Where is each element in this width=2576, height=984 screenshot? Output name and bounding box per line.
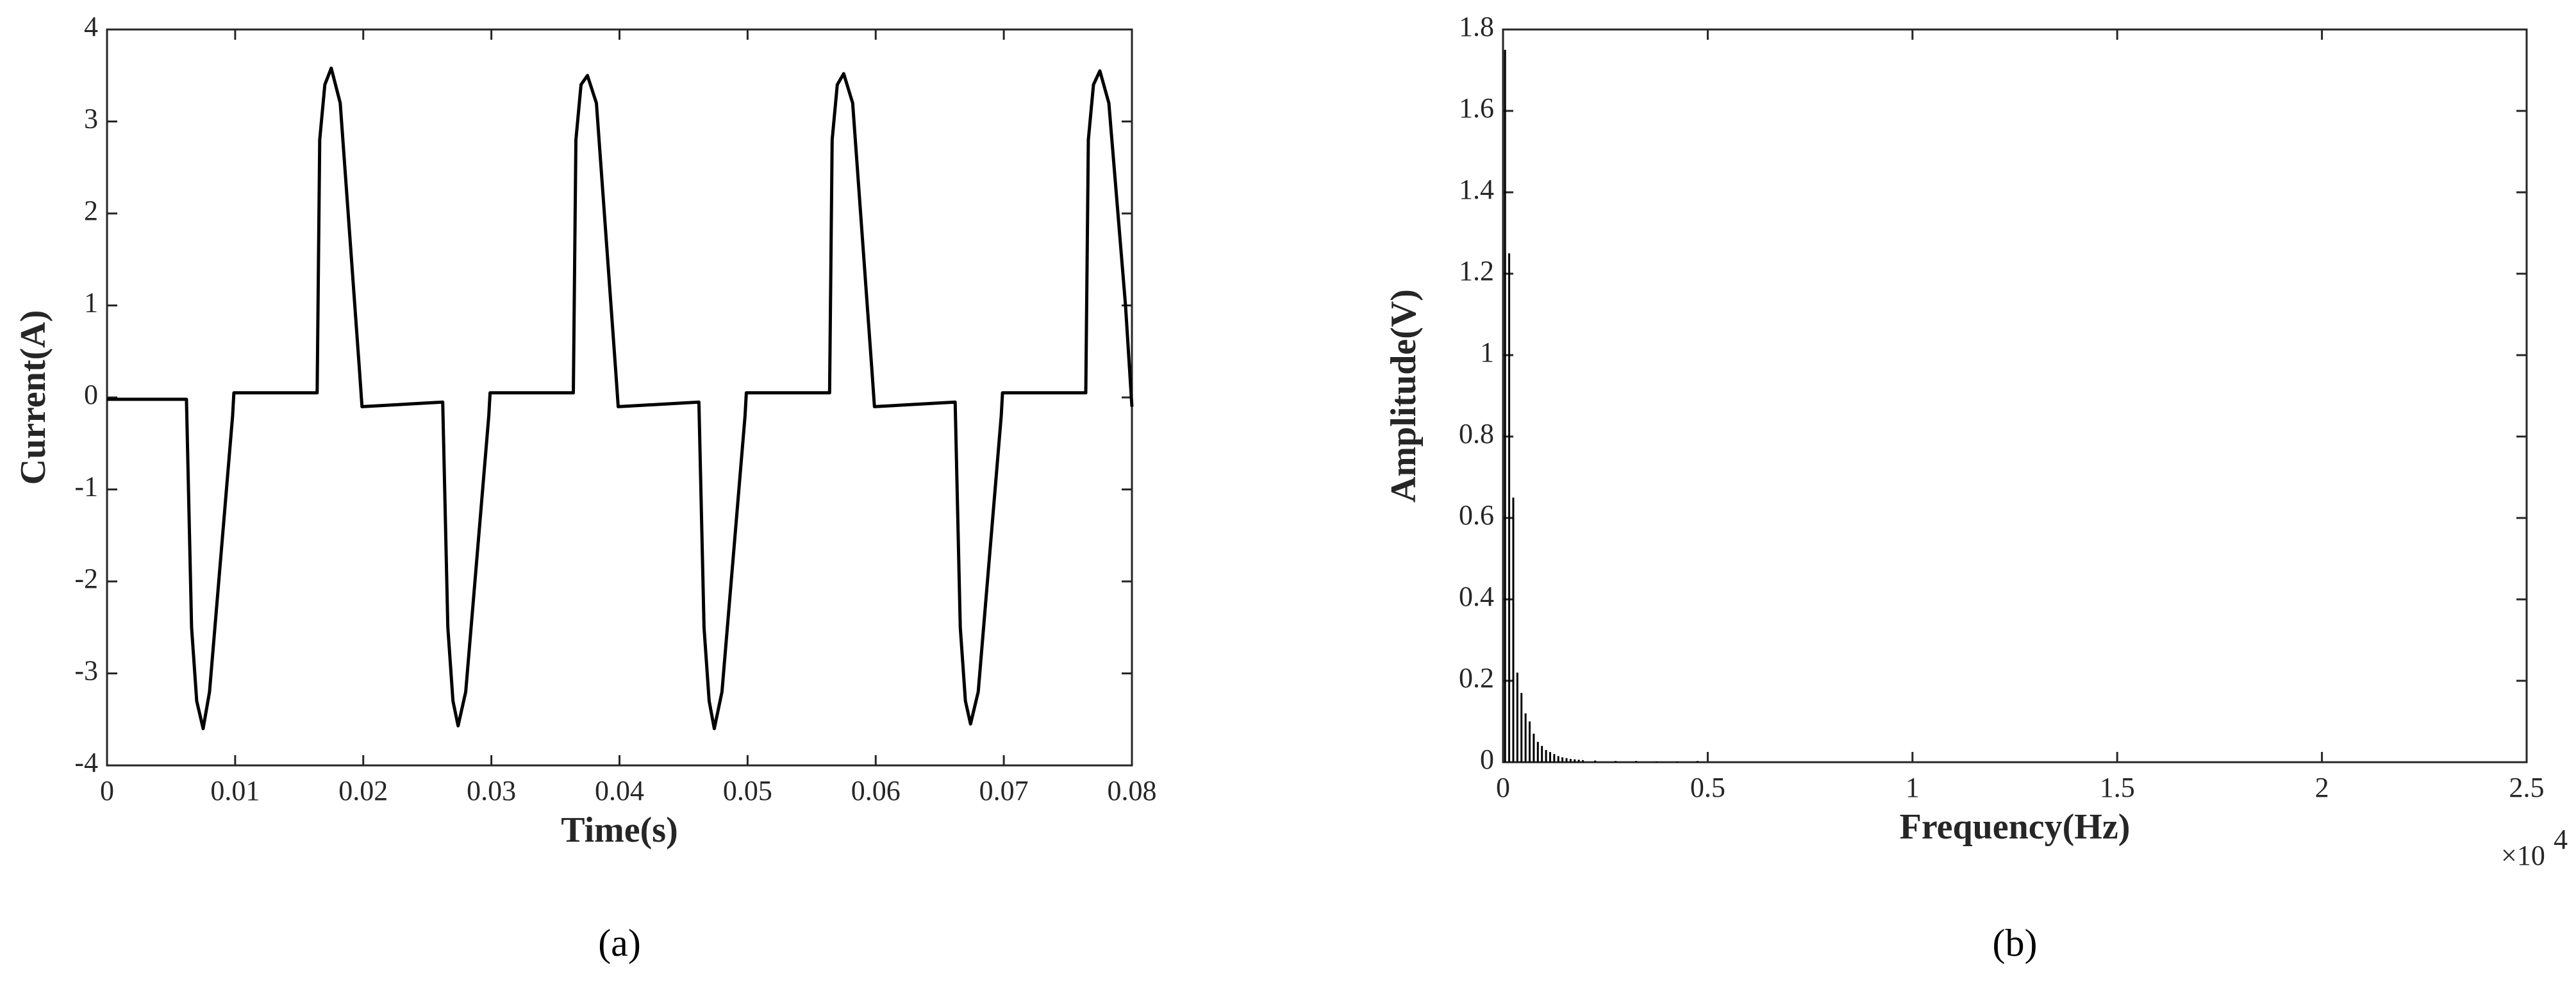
- x-multiplier: ×10: [2501, 840, 2545, 871]
- y-axis-label: Current(A): [13, 310, 53, 485]
- x-tick-label: 0.5: [1690, 772, 1725, 803]
- subplot: 0 0.5 1 1.5 2 2.5 0 0.2 0.4 0.6 0.8 1 1.2 1.4 1.6 1.8 Fr…: [1384, 11, 2568, 964]
- plot-frame: [1502, 28, 2528, 763]
- x-tick-label: 0.05: [723, 775, 772, 806]
- spectrum-bar: [1545, 749, 1547, 762]
- spectrum-bar: [1520, 693, 1523, 762]
- y-tick-label: 1.8: [1459, 11, 1494, 42]
- spectrum-bar: [1582, 760, 1584, 762]
- x-tick-label: 0.04: [595, 775, 644, 806]
- spectrum-bar: [1529, 721, 1531, 762]
- spectrum-bar: [1561, 757, 1564, 762]
- spectrum-bar: [1574, 759, 1576, 762]
- x-tick-label: 0.06: [851, 775, 901, 806]
- x-tick-label: 0: [100, 775, 114, 806]
- spectrum-bar: [1565, 758, 1568, 762]
- spectrum-bar: [1536, 742, 1539, 762]
- x-tick-label: 0: [1496, 772, 1510, 803]
- y-tick-label: 1.2: [1459, 255, 1494, 287]
- x-tick-label: 0.08: [1108, 775, 1157, 806]
- y-tick-label: 0: [84, 379, 98, 410]
- x-tick-label: 0.03: [467, 775, 516, 806]
- y-tick-label: 1.6: [1459, 92, 1494, 124]
- spectrum-bar: [1508, 253, 1511, 762]
- spectrum-bar: [1533, 733, 1535, 762]
- caption: (b): [1993, 922, 2038, 964]
- y-tick-label: 1.4: [1459, 174, 1494, 205]
- x-axis-label: Time(s): [561, 810, 678, 850]
- y-tick-label: 4: [84, 11, 98, 42]
- x-axis-label: Frequency(Hz): [1900, 807, 2131, 847]
- spectrum-bar: [1541, 746, 1543, 762]
- y-tick-label: 0: [1480, 744, 1494, 775]
- spectrum-bar: [1504, 49, 1506, 762]
- x-multiplier-exponent: 4: [2554, 824, 2568, 855]
- x-tick-label: 2.5: [2509, 772, 2545, 803]
- y-tick-label: 0.2: [1459, 662, 1494, 694]
- y-tick-label: 1: [1480, 337, 1494, 368]
- caption: (a): [598, 922, 641, 964]
- y-tick-label: 0.6: [1459, 499, 1494, 531]
- x-tick-label: 1: [1906, 772, 1920, 803]
- spectrum-bar: [1594, 760, 1597, 762]
- spectrum-bar: [1553, 754, 1556, 762]
- y-tick-label: 1: [84, 287, 98, 319]
- y-tick-label: 2: [84, 195, 98, 226]
- spectrum-bar: [1524, 713, 1527, 762]
- x-tick-label: 0.02: [338, 775, 388, 806]
- y-tick-label: -2: [74, 563, 98, 594]
- y-tick-label: 0.4: [1459, 581, 1494, 612]
- spectrum-bar: [1516, 672, 1518, 762]
- x-tick-label: 0.07: [979, 775, 1029, 806]
- y-tick-label: -1: [74, 471, 98, 503]
- spectrum-bar: [1549, 752, 1551, 762]
- spectrum-bar: [1635, 761, 1638, 762]
- y-tick-label: -3: [74, 655, 98, 687]
- x-tick-label: 0.01: [210, 775, 260, 806]
- spectrum-bar: [1696, 761, 1699, 762]
- subplot: 0 0.01 0.02 0.03 0.04 0.05 0.06 0.07 0.08 -4 -3 -2 -…: [13, 11, 1157, 964]
- spectrum-bar: [1569, 758, 1572, 762]
- y-axis-label: Amplitude(V): [1384, 289, 1424, 503]
- spectrum-bar: [1557, 756, 1559, 762]
- current-line: [107, 66, 1134, 731]
- y-tick-label: -4: [74, 747, 98, 778]
- spectrum-bar: [1577, 760, 1580, 762]
- x-tick-label: 1.5: [2100, 772, 2135, 803]
- spectrum-bar: [1512, 497, 1515, 762]
- x-tick-label: 2: [2315, 772, 2329, 803]
- y-tick-label: 0.8: [1459, 418, 1494, 449]
- y-tick-label: 3: [84, 103, 98, 135]
- spectrum-bar: [1615, 761, 1617, 762]
- plot-frame: [106, 28, 1133, 767]
